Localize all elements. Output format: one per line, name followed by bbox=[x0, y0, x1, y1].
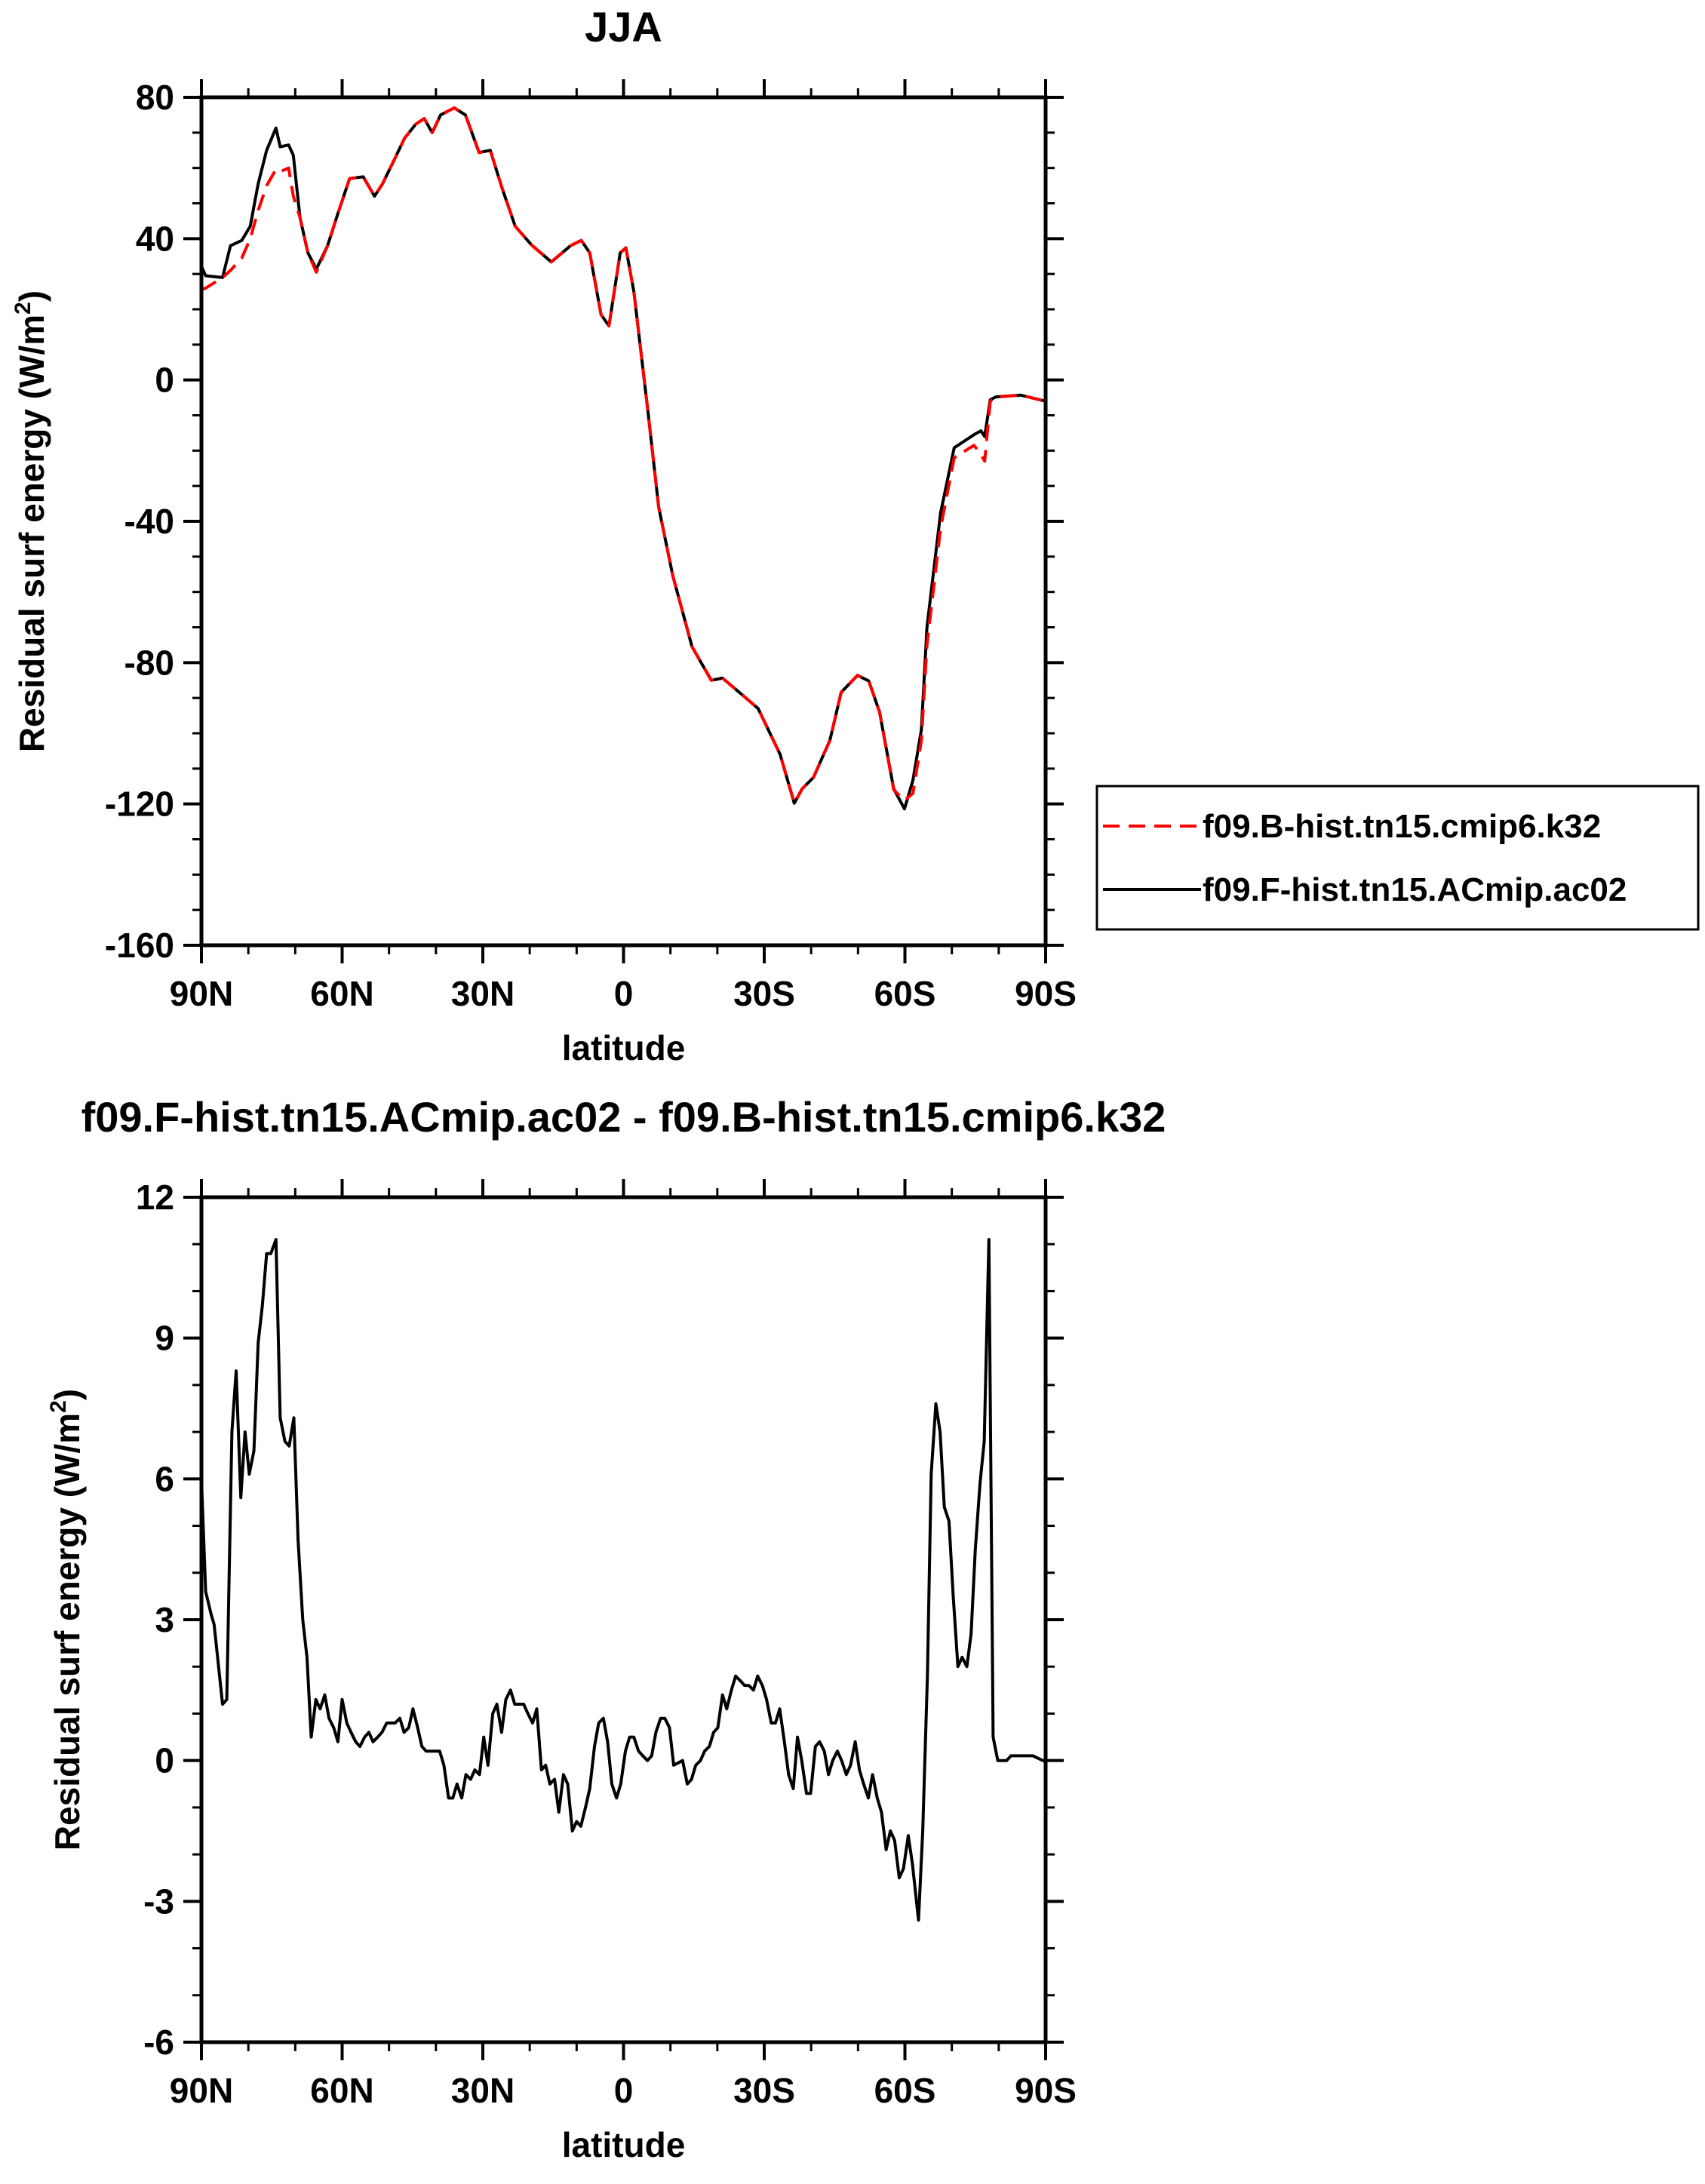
top-chart-panel: JJA 90N 60N 30N 0 30S 60S 90S 80 40 0 -40 -80 -120 -16… bbox=[11, 3, 1077, 1067]
y-axis-title: Residual surf energy (W/m2) bbox=[46, 1389, 87, 1851]
series-line-difference bbox=[200, 1238, 1046, 1922]
difference-chart-panel: f09.F-hist.tn15.ACmip.ac02 - f09.B-hist.… bbox=[46, 1093, 1166, 2164]
x-axis-title: latitude bbox=[562, 2125, 686, 2164]
y-tick-label: -160 bbox=[105, 926, 174, 965]
x-axis-title: latitude bbox=[562, 1028, 686, 1067]
chart-title: JJA bbox=[585, 3, 662, 51]
x-tick-label: 60N bbox=[310, 2071, 373, 2110]
y-tick-label: 12 bbox=[136, 1178, 174, 1217]
legend-label: f09.B-hist.tn15.cmip6.k32 bbox=[1203, 808, 1601, 845]
legend-label: f09.F-hist.tn15.ACmip.ac02 bbox=[1203, 871, 1627, 908]
x-tick-label: 30S bbox=[733, 2071, 795, 2110]
y-tick-label: -80 bbox=[124, 643, 174, 682]
x-tick-label: 60N bbox=[310, 974, 373, 1013]
chart-title: f09.F-hist.tn15.ACmip.ac02 - f09.B-hist.… bbox=[81, 1093, 1166, 1141]
x-tick-label: 90S bbox=[1015, 2071, 1077, 2110]
x-tick-label: 30N bbox=[451, 2071, 515, 2110]
y-tick-label: 0 bbox=[155, 1741, 174, 1780]
series-line-b-hist bbox=[201, 106, 1046, 805]
y-tick-label: 40 bbox=[136, 219, 174, 258]
x-tick-label: 90S bbox=[1015, 974, 1077, 1013]
y-tick-label: 6 bbox=[155, 1459, 174, 1498]
legend: f09.B-hist.tn15.cmip6.k32 f09.F-hist.tn15… bbox=[1095, 785, 1700, 931]
y-axis-title: Residual surf energy (W/m2) bbox=[11, 290, 51, 752]
y-tick-label: -3 bbox=[143, 1881, 174, 1921]
x-tick-label: 90N bbox=[170, 2071, 233, 2110]
y-tick-label: -6 bbox=[143, 2023, 174, 2062]
y-tick-label: -40 bbox=[124, 502, 174, 541]
x-tick-label: 0 bbox=[614, 974, 634, 1013]
x-tick-label: 60S bbox=[874, 2071, 936, 2110]
x-tick-label: 30N bbox=[451, 974, 515, 1013]
x-tick-label: 30S bbox=[733, 974, 795, 1013]
y-tick-label: -120 bbox=[105, 785, 174, 824]
x-tick-label: 60S bbox=[874, 974, 936, 1013]
x-tick-label: 0 bbox=[614, 2071, 634, 2110]
plot-frame bbox=[199, 95, 1048, 948]
x-tick-label: 90N bbox=[170, 974, 233, 1013]
y-tick-label: 80 bbox=[136, 78, 174, 117]
legend-box bbox=[1095, 785, 1700, 931]
y-tick-label: 0 bbox=[155, 361, 174, 400]
plot-frame bbox=[199, 1195, 1048, 2044]
y-tick-label: 3 bbox=[155, 1600, 174, 1639]
y-tick-label: 9 bbox=[155, 1319, 174, 1358]
